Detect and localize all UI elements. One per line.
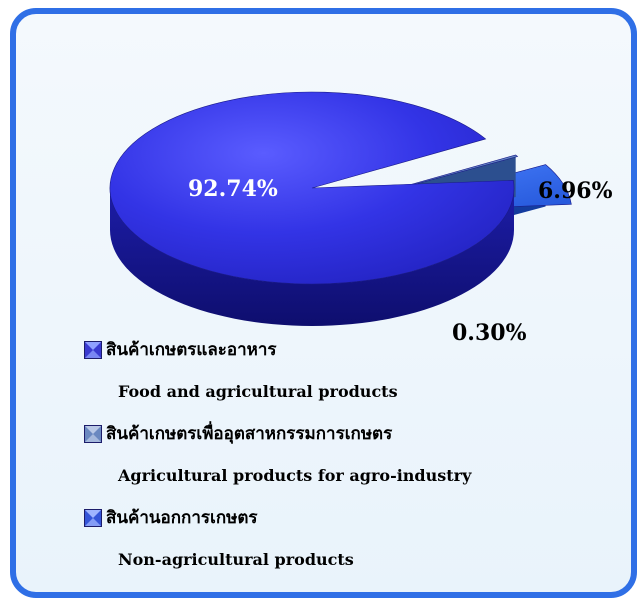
data-label-2: 0.30%	[452, 320, 527, 346]
legend-label-thai: สินค้านอกการเกษตร	[106, 508, 258, 528]
legend-label-english: Non-agricultural products	[118, 550, 354, 569]
pie-slice-top	[109, 91, 515, 285]
legend-swatch-icon	[84, 425, 102, 443]
pie-slice-1	[109, 91, 515, 326]
legend-label-english: Agricultural products for agro-industry	[118, 466, 472, 485]
legend-label-english: Food and agricultural products	[118, 382, 398, 401]
legend-swatch-icon	[84, 509, 102, 527]
legend-label-thai: สินค้าเกษตรเพื่ออุตสาหกรรมการเกษตร	[106, 424, 393, 444]
legend-swatch-icon	[84, 341, 102, 359]
data-label-1: 92.74%	[188, 176, 278, 202]
legend-label-thai: สินค้าเกษตรและอาหาร	[106, 340, 277, 360]
pie-slice-side	[110, 188, 514, 326]
data-label-3: 6.96%	[538, 178, 613, 204]
